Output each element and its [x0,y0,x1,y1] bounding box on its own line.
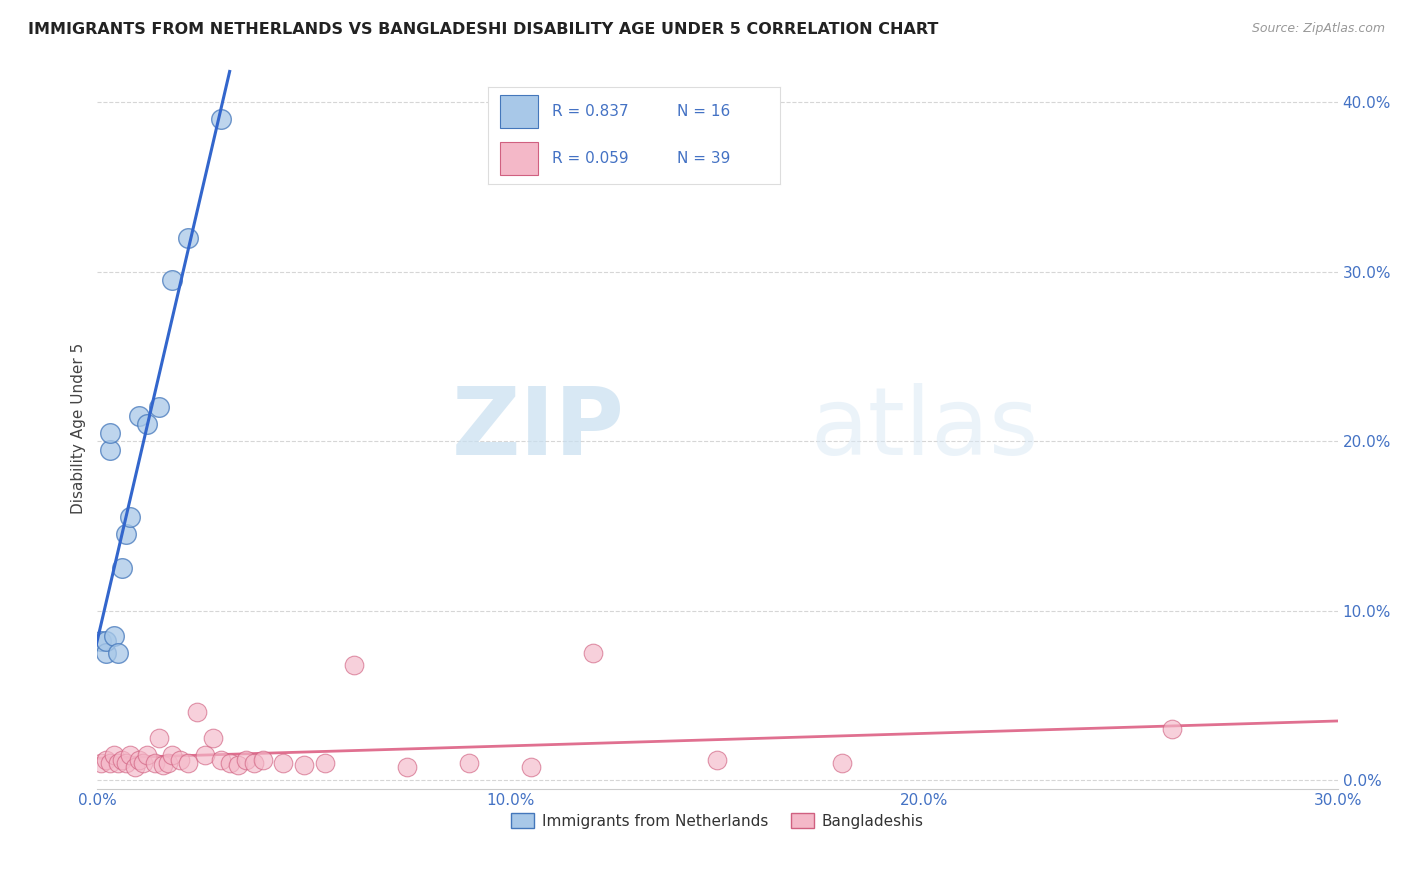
Point [94,753,117,767]
Point [90,634,112,648]
Point [186,706,208,720]
Point [1161,723,1184,737]
Point [396,759,419,773]
Point [458,756,481,771]
Text: IMMIGRANTS FROM NETHERLANDS VS BANGLADESHI DISABILITY AGE UNDER 5 CORRELATION CH: IMMIGRANTS FROM NETHERLANDS VS BANGLADES… [28,22,938,37]
Text: Source: ZipAtlas.com: Source: ZipAtlas.com [1251,22,1385,36]
Point [128,409,150,423]
Point [128,753,150,767]
Point [103,629,125,643]
Point [107,646,129,660]
Point [156,756,179,771]
Point [160,273,183,287]
Point [143,756,166,771]
Point [148,731,170,745]
Point [115,527,138,541]
Point [209,112,232,127]
Point [218,756,240,771]
Point [103,747,125,762]
Point [152,757,174,772]
Point [120,747,142,762]
Point [226,757,249,772]
Point [124,759,146,773]
Point [111,561,134,575]
Point [235,753,257,767]
Point [136,417,159,432]
Point [520,759,543,773]
Point [706,753,728,767]
Point [252,753,274,767]
Point [209,753,232,767]
Point [115,756,138,771]
Point [132,756,155,771]
Text: atlas: atlas [810,383,1039,475]
Point [160,747,183,762]
Point [202,731,225,745]
Point [177,231,200,245]
Point [292,757,315,772]
Legend: Immigrants from Netherlands, Bangladeshis: Immigrants from Netherlands, Bangladeshi… [505,806,929,835]
Point [177,756,200,771]
Point [194,747,217,762]
Point [582,646,605,660]
Point [98,756,121,771]
Point [314,756,336,771]
Point [94,646,117,660]
Point [98,442,121,457]
Point [136,747,159,762]
Point [273,756,295,771]
Point [120,510,142,524]
Point [107,756,129,771]
Point [169,753,191,767]
Point [343,657,366,672]
Point [831,756,853,771]
Text: ZIP: ZIP [451,383,624,475]
Point [148,401,170,415]
Point [98,425,121,440]
Point [111,753,134,767]
Point [90,756,112,771]
Y-axis label: Disability Age Under 5: Disability Age Under 5 [72,343,86,514]
Point [94,634,117,648]
Point [243,756,266,771]
